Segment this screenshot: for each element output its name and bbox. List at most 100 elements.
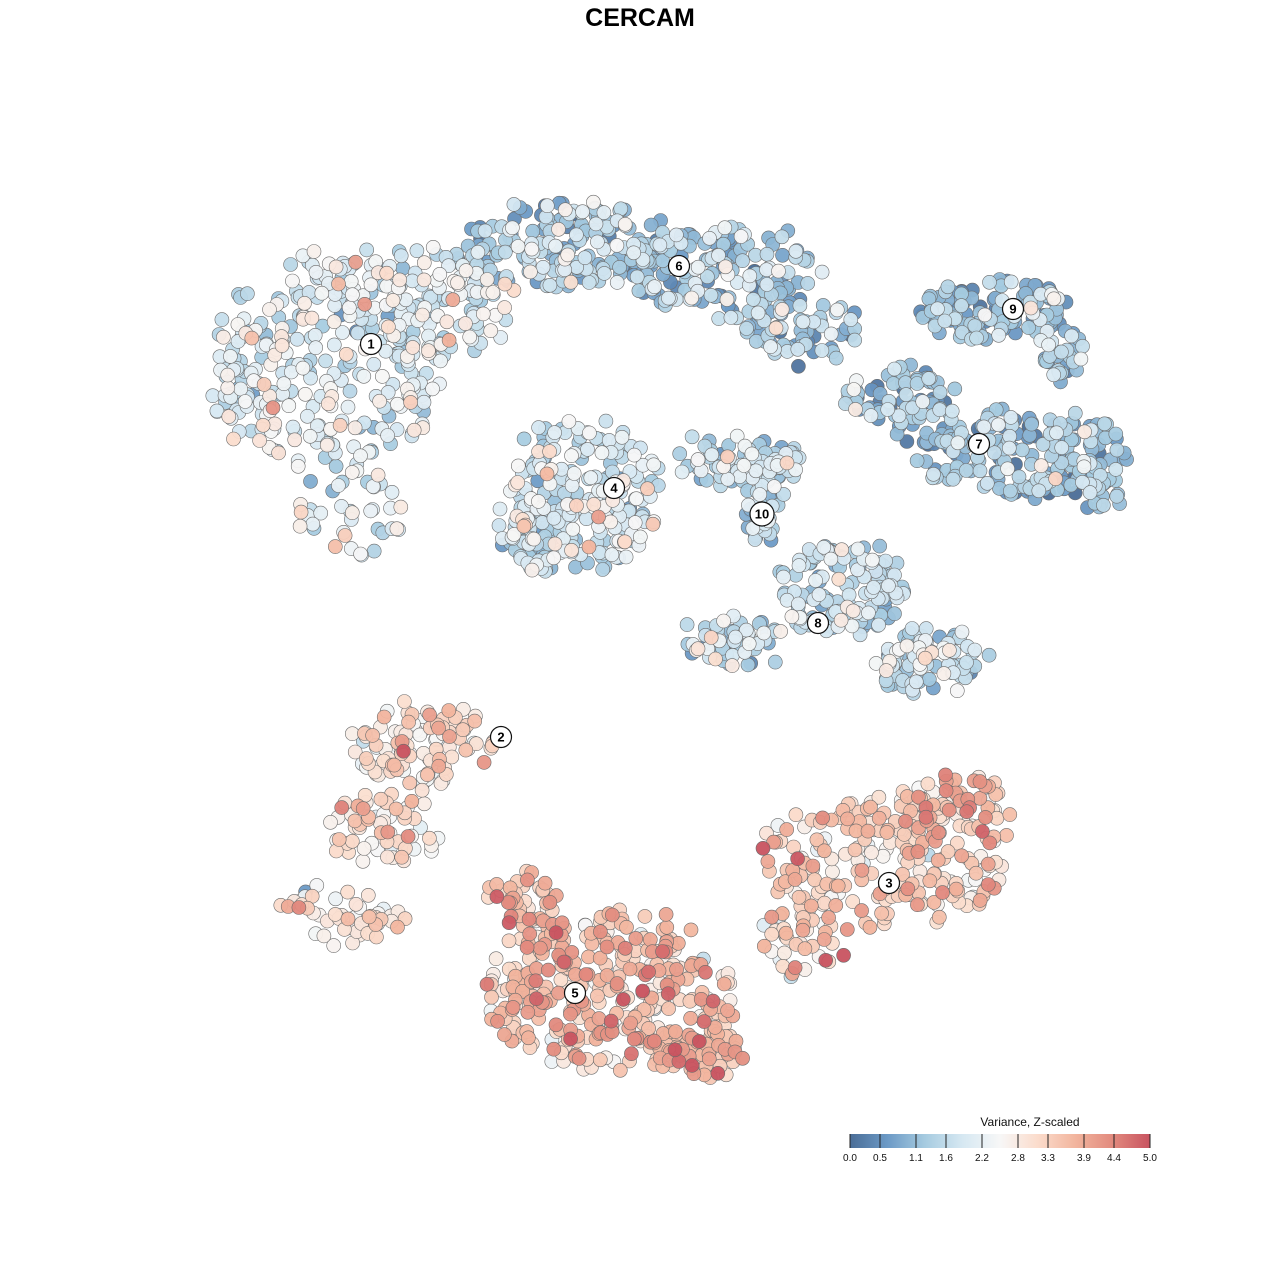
cell-point xyxy=(1108,426,1124,442)
cell-point xyxy=(982,835,998,851)
cell-point xyxy=(432,266,448,282)
cell-point xyxy=(756,938,772,954)
cell-point xyxy=(755,840,771,856)
cell-point xyxy=(704,447,720,463)
cell-point xyxy=(564,478,580,493)
cell-point xyxy=(539,198,555,213)
cell-point xyxy=(590,234,605,250)
cell-point xyxy=(959,655,974,670)
cell-point xyxy=(659,919,675,935)
cell-point xyxy=(720,1003,735,1018)
cell-point xyxy=(918,809,934,825)
cell-point xyxy=(563,1006,578,1022)
cell-point xyxy=(314,285,330,301)
cell-point xyxy=(830,878,846,894)
cell-point xyxy=(416,272,432,288)
cell-point xyxy=(618,549,634,565)
cell-point xyxy=(510,458,526,474)
cell-point xyxy=(1011,469,1027,485)
cell-point xyxy=(926,895,942,910)
cell-point xyxy=(968,865,984,881)
cell-point xyxy=(274,338,290,353)
cell-point xyxy=(742,268,758,284)
cell-point xyxy=(931,909,947,925)
cell-point xyxy=(595,562,611,577)
cell-point xyxy=(703,630,719,645)
cell-point xyxy=(1096,497,1111,513)
cell-point xyxy=(871,617,886,633)
cell-point xyxy=(739,321,754,336)
cell-point xyxy=(265,400,281,416)
cell-point xyxy=(455,722,471,738)
cell-point xyxy=(376,709,392,725)
cell-point xyxy=(1046,367,1061,383)
cell-point xyxy=(708,651,723,667)
cell-point xyxy=(285,273,300,289)
cell-point xyxy=(510,239,526,254)
cell-point xyxy=(476,755,492,770)
cell-point xyxy=(814,343,830,358)
cell-point xyxy=(313,505,329,521)
cell-point xyxy=(683,922,699,938)
legend-tick-label: 0.0 xyxy=(843,1153,857,1164)
cell-point xyxy=(344,465,360,480)
cell-point xyxy=(690,452,706,467)
cluster-label-text: 8 xyxy=(814,616,821,631)
cell-point xyxy=(862,919,878,935)
cell-point xyxy=(816,539,832,555)
cell-point xyxy=(1108,462,1124,477)
cell-point xyxy=(516,518,532,534)
cell-point xyxy=(647,279,662,295)
cell-point xyxy=(847,332,863,348)
cell-point xyxy=(338,346,354,362)
cell-point xyxy=(335,325,350,340)
cell-point xyxy=(1035,437,1051,452)
cell-point xyxy=(972,463,988,479)
cluster-label-8: 8 xyxy=(806,611,830,635)
cell-point xyxy=(326,337,342,353)
cell-point xyxy=(891,408,907,424)
cell-point xyxy=(667,1042,683,1058)
cell-point xyxy=(363,277,379,293)
cell-point xyxy=(972,774,988,789)
cell-point xyxy=(954,298,969,313)
cell-point xyxy=(501,915,517,931)
cell-point xyxy=(327,539,343,554)
cell-point xyxy=(921,671,937,687)
cell-point xyxy=(760,854,776,869)
cell-point xyxy=(358,751,374,766)
cluster-label-text: 3 xyxy=(885,876,892,891)
cell-point xyxy=(479,272,495,287)
cell-point xyxy=(356,841,372,856)
cell-point xyxy=(287,432,303,448)
cell-point xyxy=(828,898,844,913)
cell-point xyxy=(774,302,790,317)
cell-point xyxy=(823,551,839,567)
cell-point xyxy=(422,707,437,723)
cell-point xyxy=(244,330,260,346)
cell-point xyxy=(617,940,633,956)
cell-point xyxy=(302,428,318,444)
cell-point xyxy=(281,398,297,414)
cell-point xyxy=(908,674,924,690)
cell-point xyxy=(546,550,562,566)
cell-point xyxy=(987,445,1002,461)
cell-point xyxy=(1048,471,1063,487)
cell-point xyxy=(357,296,373,312)
cell-point xyxy=(578,967,594,982)
cell-point xyxy=(505,220,520,236)
cell-point xyxy=(729,428,745,444)
cell-point xyxy=(871,810,887,826)
cell-point xyxy=(1075,338,1090,354)
cell-point xyxy=(938,783,954,799)
cluster-label-10: 10 xyxy=(749,501,775,527)
cell-point xyxy=(860,823,876,839)
cell-point xyxy=(991,327,1007,343)
cell-point xyxy=(590,988,605,1004)
cell-point xyxy=(331,276,346,292)
cell-point xyxy=(959,804,975,820)
cell-point xyxy=(405,340,421,355)
cell-point xyxy=(816,843,832,859)
cell-point xyxy=(904,621,920,636)
cell-point xyxy=(609,976,625,991)
